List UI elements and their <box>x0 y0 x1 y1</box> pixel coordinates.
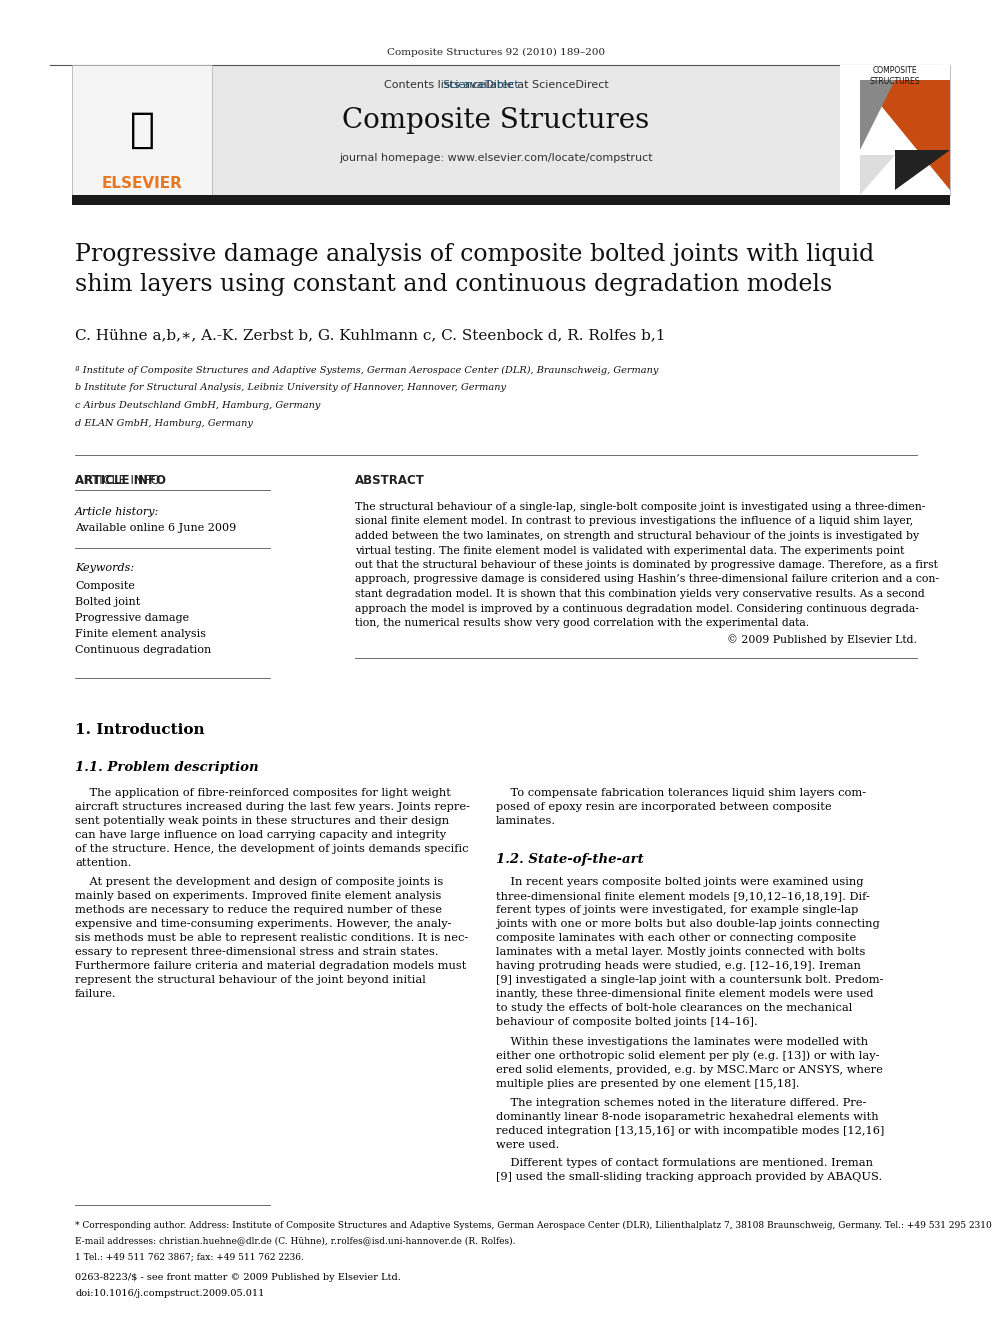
Text: © 2009 Published by Elsevier Ltd.: © 2009 Published by Elsevier Ltd. <box>727 635 917 646</box>
Text: ARTICLE INFO: ARTICLE INFO <box>75 474 161 487</box>
Text: Article history:: Article history: <box>75 507 160 517</box>
Text: three-dimensional finite element models [9,10,12–16,18,19]. Dif-: three-dimensional finite element models … <box>496 890 870 901</box>
Text: [9] used the small-sliding tracking approach provided by ABAQUS.: [9] used the small-sliding tracking appr… <box>496 1172 882 1181</box>
Text: represent the structural behaviour of the joint beyond initial: represent the structural behaviour of th… <box>75 975 426 986</box>
Text: ARTICLE INFO: ARTICLE INFO <box>75 474 166 487</box>
Text: The application of fibre-reinforced composites for light weight: The application of fibre-reinforced comp… <box>75 789 451 798</box>
Text: * Corresponding author. Address: Institute of Composite Structures and Adaptive : * Corresponding author. Address: Institu… <box>75 1220 992 1229</box>
Text: were used.: were used. <box>496 1140 559 1150</box>
Text: To compensate fabrication tolerances liquid shim layers com-: To compensate fabrication tolerances liq… <box>496 789 866 798</box>
Text: composite laminates with each other or connecting composite: composite laminates with each other or c… <box>496 933 856 943</box>
Text: Composite Structures: Composite Structures <box>342 106 650 134</box>
Text: tion, the numerical results show very good correlation with the experimental dat: tion, the numerical results show very go… <box>355 618 809 628</box>
Text: attention.: attention. <box>75 859 132 868</box>
Text: The integration schemes noted in the literature differed. Pre-: The integration schemes noted in the lit… <box>496 1098 866 1107</box>
Text: approach, progressive damage is considered using Hashin’s three-dimensional fail: approach, progressive damage is consider… <box>355 574 939 585</box>
FancyBboxPatch shape <box>72 65 840 194</box>
Text: Continuous degradation: Continuous degradation <box>75 646 211 655</box>
Text: can have large influence on load carrying capacity and integrity: can have large influence on load carryin… <box>75 830 446 840</box>
FancyBboxPatch shape <box>72 65 212 194</box>
Text: b Institute for Structural Analysis, Leibniz University of Hannover, Hannover, G: b Institute for Structural Analysis, Lei… <box>75 384 506 393</box>
Text: out that the structural behaviour of these joints is dominated by progressive da: out that the structural behaviour of the… <box>355 560 937 570</box>
Text: added between the two laminates, on strength and structural behaviour of the joi: added between the two laminates, on stre… <box>355 531 920 541</box>
Text: ferent types of joints were investigated, for example single-lap: ferent types of joints were investigated… <box>496 905 858 916</box>
Text: 1. Introduction: 1. Introduction <box>75 722 204 737</box>
Text: multiple plies are presented by one element [15,18].: multiple plies are presented by one elem… <box>496 1080 800 1089</box>
Text: methods are necessary to reduce the required number of these: methods are necessary to reduce the requ… <box>75 905 442 916</box>
Text: having protruding heads were studied, e.g. [12–16,19]. Ireman: having protruding heads were studied, e.… <box>496 960 861 971</box>
Text: doi:10.1016/j.compstruct.2009.05.011: doi:10.1016/j.compstruct.2009.05.011 <box>75 1290 265 1298</box>
Text: ered solid elements, provided, e.g. by MSC.Marc or ANSYS, where: ered solid elements, provided, e.g. by M… <box>496 1065 883 1076</box>
Text: E-mail addresses: christian.huehne@dlr.de (C. Hühne), r.rolfes@isd.uni-hannover.: E-mail addresses: christian.huehne@dlr.d… <box>75 1237 516 1245</box>
Polygon shape <box>860 79 950 191</box>
Text: Different types of contact formulations are mentioned. Ireman: Different types of contact formulations … <box>496 1158 873 1168</box>
Text: In recent years composite bolted joints were examined using: In recent years composite bolted joints … <box>496 877 863 886</box>
Text: Progressive damage: Progressive damage <box>75 613 189 623</box>
Text: virtual testing. The finite element model is validated with experimental data. T: virtual testing. The finite element mode… <box>355 545 905 556</box>
Text: laminates with a metal layer. Mostly joints connected with bolts: laminates with a metal layer. Mostly joi… <box>496 947 865 957</box>
Text: behaviour of composite bolted joints [14–16].: behaviour of composite bolted joints [14… <box>496 1017 758 1027</box>
Text: either one orthotropic solid element per ply (e.g. [13]) or with lay-: either one orthotropic solid element per… <box>496 1050 880 1061</box>
Text: 1 Tel.: +49 511 762 3867; fax: +49 511 762 2236.: 1 Tel.: +49 511 762 3867; fax: +49 511 7… <box>75 1253 304 1262</box>
Text: mainly based on experiments. Improved finite element analysis: mainly based on experiments. Improved fi… <box>75 890 441 901</box>
Text: of the structure. Hence, the development of joints demands specific: of the structure. Hence, the development… <box>75 844 468 855</box>
Text: Composite Structures 92 (2010) 189–200: Composite Structures 92 (2010) 189–200 <box>387 48 605 57</box>
Text: d ELAN GmbH, Hamburg, Germany: d ELAN GmbH, Hamburg, Germany <box>75 419 253 429</box>
Text: At present the development and design of composite joints is: At present the development and design of… <box>75 877 443 886</box>
Text: dominantly linear 8-node isoparametric hexahedral elements with: dominantly linear 8-node isoparametric h… <box>496 1113 879 1122</box>
Text: approach the model is improved by a continuous degradation model. Considering co: approach the model is improved by a cont… <box>355 603 919 614</box>
Text: ELSEVIER: ELSEVIER <box>101 176 183 191</box>
Text: 0263-8223/$ - see front matter © 2009 Published by Elsevier Ltd.: 0263-8223/$ - see front matter © 2009 Pu… <box>75 1274 401 1282</box>
Text: essary to represent three-dimensional stress and strain states.: essary to represent three-dimensional st… <box>75 947 438 957</box>
Text: Keywords:: Keywords: <box>75 564 134 573</box>
Text: aircraft structures increased during the last few years. Joints repre-: aircraft structures increased during the… <box>75 802 470 812</box>
FancyBboxPatch shape <box>840 65 950 194</box>
Polygon shape <box>895 149 950 191</box>
Text: 1.1. Problem description: 1.1. Problem description <box>75 762 259 774</box>
Polygon shape <box>860 155 895 194</box>
Text: Progressive damage analysis of composite bolted joints with liquid: Progressive damage analysis of composite… <box>75 243 874 266</box>
Text: expensive and time-consuming experiments. However, the analy-: expensive and time-consuming experiments… <box>75 919 451 929</box>
Text: Available online 6 June 2009: Available online 6 June 2009 <box>75 523 236 533</box>
Text: Bolted joint: Bolted joint <box>75 597 140 607</box>
Text: COMPOSITE
STRUCTURES: COMPOSITE STRUCTURES <box>870 66 921 86</box>
Text: sional finite element model. In contrast to previous investigations the influenc: sional finite element model. In contrast… <box>355 516 914 527</box>
Text: Finite element analysis: Finite element analysis <box>75 628 206 639</box>
Text: sis methods must be able to represent realistic conditions. It is nec-: sis methods must be able to represent re… <box>75 933 468 943</box>
Text: joints with one or more bolts but also double-lap joints connecting: joints with one or more bolts but also d… <box>496 919 880 929</box>
FancyBboxPatch shape <box>72 194 950 205</box>
Text: ABSTRACT: ABSTRACT <box>355 474 425 487</box>
Text: ª Institute of Composite Structures and Adaptive Systems, German Aerospace Cente: ª Institute of Composite Structures and … <box>75 365 659 374</box>
Text: Composite: Composite <box>75 581 135 591</box>
Text: Within these investigations the laminates were modelled with: Within these investigations the laminate… <box>496 1037 868 1046</box>
Text: Contents lists available at ScienceDirect: Contents lists available at ScienceDirec… <box>384 79 608 90</box>
Text: inantly, these three-dimensional finite element models were used: inantly, these three-dimensional finite … <box>496 990 874 999</box>
Text: 1.2. State-of-the-art: 1.2. State-of-the-art <box>496 853 644 867</box>
FancyBboxPatch shape <box>840 65 950 194</box>
Text: ScienceDirect: ScienceDirect <box>442 79 519 90</box>
Text: stant degradation model. It is shown that this combination yields very conservat: stant degradation model. It is shown tha… <box>355 589 925 599</box>
Polygon shape <box>860 79 895 149</box>
Text: reduced integration [13,15,16] or with incompatible modes [12,16]: reduced integration [13,15,16] or with i… <box>496 1126 885 1136</box>
Text: sent potentially weak points in these structures and their design: sent potentially weak points in these st… <box>75 816 449 826</box>
Text: shim layers using constant and continuous degradation models: shim layers using constant and continuou… <box>75 274 832 296</box>
Text: 🌳: 🌳 <box>130 108 155 151</box>
Text: Furthermore failure criteria and material degradation models must: Furthermore failure criteria and materia… <box>75 960 466 971</box>
Text: laminates.: laminates. <box>496 816 557 826</box>
Text: The structural behaviour of a single-lap, single-bolt composite joint is investi: The structural behaviour of a single-lap… <box>355 501 926 512</box>
Text: journal homepage: www.elsevier.com/locate/compstruct: journal homepage: www.elsevier.com/locat… <box>339 153 653 163</box>
Text: [9] investigated a single-lap joint with a countersunk bolt. Predom-: [9] investigated a single-lap joint with… <box>496 975 884 986</box>
Text: failure.: failure. <box>75 990 117 999</box>
Text: to study the effects of bolt-hole clearances on the mechanical: to study the effects of bolt-hole cleara… <box>496 1003 852 1013</box>
Text: c Airbus Deutschland GmbH, Hamburg, Germany: c Airbus Deutschland GmbH, Hamburg, Germ… <box>75 401 320 410</box>
Text: posed of epoxy resin are incorporated between composite: posed of epoxy resin are incorporated be… <box>496 802 831 812</box>
Text: C. Hühne a,b,∗, A.-K. Zerbst b, G. Kuhlmann c, C. Steenbock d, R. Rolfes b,1: C. Hühne a,b,∗, A.-K. Zerbst b, G. Kuhlm… <box>75 328 666 343</box>
